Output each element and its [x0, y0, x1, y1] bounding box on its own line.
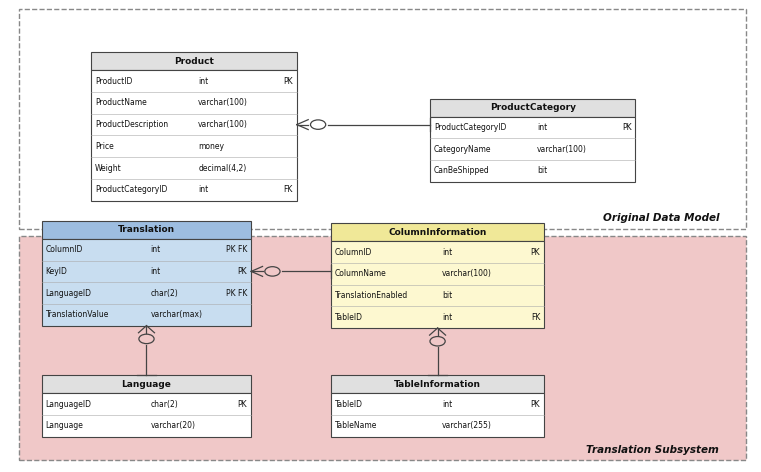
Text: ColumnID: ColumnID: [335, 247, 372, 257]
Text: FK: FK: [531, 312, 540, 322]
FancyBboxPatch shape: [42, 393, 251, 437]
Text: ProductID: ProductID: [95, 76, 132, 86]
Text: int: int: [198, 76, 209, 86]
Text: ProductCategory: ProductCategory: [489, 103, 576, 112]
Text: Weight: Weight: [95, 163, 122, 173]
Text: Product: Product: [174, 57, 214, 66]
Text: char(2): char(2): [151, 288, 178, 298]
Text: PK: PK: [283, 76, 293, 86]
Text: varchar(100): varchar(100): [198, 120, 248, 129]
FancyBboxPatch shape: [91, 52, 297, 70]
FancyBboxPatch shape: [331, 393, 544, 437]
FancyBboxPatch shape: [331, 223, 544, 241]
FancyBboxPatch shape: [430, 117, 635, 182]
Text: int: int: [442, 312, 452, 322]
Text: FK: FK: [284, 185, 293, 194]
FancyBboxPatch shape: [331, 241, 544, 328]
FancyBboxPatch shape: [19, 236, 746, 460]
FancyBboxPatch shape: [19, 9, 746, 229]
Text: int: int: [442, 399, 452, 409]
Text: CategoryName: CategoryName: [434, 144, 492, 154]
Text: ColumnInformation: ColumnInformation: [388, 228, 487, 237]
Text: bit: bit: [442, 291, 452, 300]
Text: varchar(20): varchar(20): [151, 421, 196, 430]
Text: int: int: [537, 123, 547, 132]
Text: varchar(100): varchar(100): [442, 269, 492, 278]
Text: Price: Price: [95, 142, 114, 151]
Text: ColumnID: ColumnID: [46, 245, 83, 254]
Text: TableID: TableID: [335, 312, 363, 322]
Text: ProductDescription: ProductDescription: [95, 120, 168, 129]
Text: int: int: [151, 267, 161, 276]
Text: TableID: TableID: [335, 399, 363, 409]
Text: int: int: [198, 185, 209, 194]
Text: int: int: [151, 245, 161, 254]
Text: KeyID: KeyID: [46, 267, 68, 276]
Text: LanguageID: LanguageID: [46, 399, 91, 409]
Text: bit: bit: [537, 166, 547, 176]
Text: varchar(100): varchar(100): [198, 98, 248, 108]
Text: money: money: [198, 142, 224, 151]
Text: PK: PK: [237, 267, 247, 276]
Text: TranslationValue: TranslationValue: [46, 310, 109, 320]
FancyBboxPatch shape: [430, 99, 635, 117]
Text: varchar(100): varchar(100): [537, 144, 587, 154]
Text: Translation: Translation: [118, 225, 175, 235]
Text: varchar(255): varchar(255): [442, 421, 492, 430]
Text: Language: Language: [46, 421, 84, 430]
FancyBboxPatch shape: [331, 375, 544, 393]
FancyBboxPatch shape: [91, 70, 297, 201]
Text: varchar(max): varchar(max): [151, 310, 202, 320]
Text: TranslationEnabled: TranslationEnabled: [335, 291, 408, 300]
Text: TableInformation: TableInformation: [394, 379, 481, 389]
FancyBboxPatch shape: [42, 239, 251, 326]
Text: char(2): char(2): [151, 399, 178, 409]
Text: Language: Language: [122, 379, 171, 389]
Text: int: int: [442, 247, 452, 257]
Text: Translation Subsystem: Translation Subsystem: [587, 446, 719, 455]
FancyBboxPatch shape: [42, 375, 251, 393]
Text: PK: PK: [237, 399, 247, 409]
Text: Original Data Model: Original Data Model: [603, 213, 719, 223]
Text: PK: PK: [530, 247, 540, 257]
Text: LanguageID: LanguageID: [46, 288, 91, 298]
Text: ProductCategoryID: ProductCategoryID: [434, 123, 506, 132]
Text: ColumnName: ColumnName: [335, 269, 387, 278]
Text: PK FK: PK FK: [226, 288, 247, 298]
FancyBboxPatch shape: [42, 221, 251, 239]
Text: PK FK: PK FK: [226, 245, 247, 254]
Text: ProductName: ProductName: [95, 98, 147, 108]
Text: PK: PK: [622, 123, 632, 132]
Text: PK: PK: [530, 399, 540, 409]
Text: TableName: TableName: [335, 421, 377, 430]
Text: ProductCategoryID: ProductCategoryID: [95, 185, 167, 194]
Text: decimal(4,2): decimal(4,2): [198, 163, 247, 173]
Text: CanBeShipped: CanBeShipped: [434, 166, 489, 176]
